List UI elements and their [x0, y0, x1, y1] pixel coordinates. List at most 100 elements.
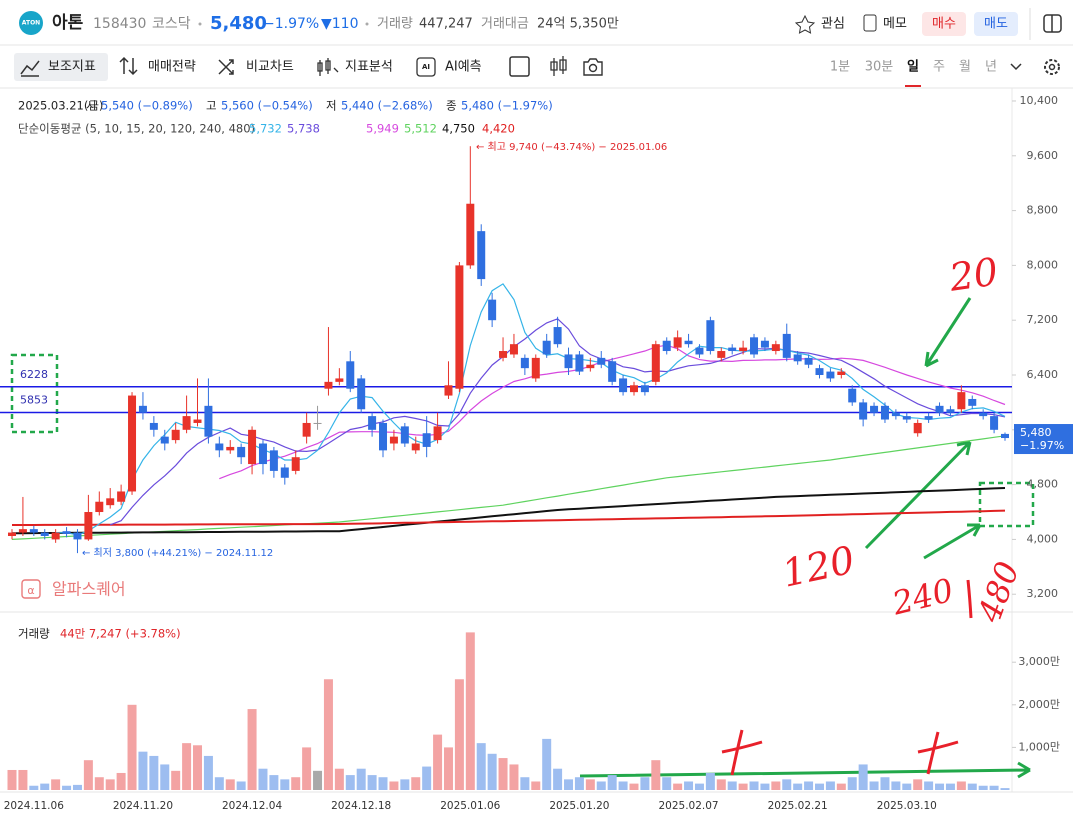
sell-button[interactable] [974, 12, 1018, 36]
candle-body [444, 385, 453, 396]
candle-body [728, 347, 737, 352]
change-pct: −1.97% [263, 16, 319, 32]
memo-icon[interactable] [863, 14, 877, 32]
sell-text[interactable]: 매도 [984, 17, 1008, 32]
candle-body [717, 351, 726, 358]
candle-body [357, 378, 366, 410]
volume-bar [378, 777, 388, 790]
candle-body [1001, 433, 1009, 439]
candle-body [520, 357, 529, 369]
candle-body [237, 446, 246, 458]
candle-body [935, 405, 944, 413]
candle-body [73, 532, 82, 540]
volume-bar [716, 779, 726, 790]
ohlc-value: 5,540 (−0.89%) [101, 99, 193, 113]
volume-bar [116, 772, 126, 790]
tool-button[interactable]: 보조지표 [48, 60, 96, 75]
period-button[interactable]: 일 [907, 60, 919, 75]
volume-bar [564, 779, 574, 790]
volume-bar [487, 753, 497, 790]
ma-legend-value: 5,732 [249, 122, 282, 136]
candle-body [706, 320, 715, 352]
candle-body [793, 354, 802, 362]
volume: 447,247 [419, 17, 473, 32]
volume-bar [356, 768, 366, 790]
volume-bar [225, 779, 235, 790]
candle-body [477, 231, 486, 280]
volume-bar [782, 779, 792, 790]
volume-bar [476, 743, 486, 790]
candle-body [629, 385, 638, 393]
candle-body [433, 426, 442, 441]
dot [198, 22, 202, 26]
candle-body [673, 337, 682, 348]
change: ▼110 [321, 16, 359, 32]
candle-body [29, 529, 38, 533]
volume-bar [193, 745, 203, 790]
volume-bar [978, 785, 988, 790]
candle-body [117, 491, 126, 502]
star-icon[interactable] [794, 14, 816, 34]
volume-bar [51, 779, 61, 790]
candle-body [695, 347, 704, 355]
volume-bar [771, 781, 781, 790]
ma-line [11, 435, 1006, 540]
period-button[interactable]: 주 [933, 60, 945, 75]
tool-icon [119, 56, 138, 76]
tool-icon [218, 59, 234, 75]
volume-bar [149, 755, 159, 790]
candle-body [990, 416, 999, 430]
period-button[interactable]: 년 [985, 60, 997, 75]
period-button[interactable]: 1분 [830, 60, 850, 75]
tool-button[interactable]: 비교차트 [246, 60, 294, 75]
volume-tick-label: 2,000만 [1018, 698, 1060, 711]
buy-text[interactable]: 매수 [932, 17, 956, 32]
candle-body [891, 412, 900, 417]
volume-bar [138, 751, 148, 790]
ohlc-value: 5,480 (−1.97%) [461, 99, 553, 113]
low-note: ← 최저 3,800 (+44.21%) − 2024.11.12 [82, 547, 273, 559]
tool-button[interactable]: AI예측 [445, 60, 482, 75]
candle-body [848, 388, 857, 403]
market: 코스닥 [152, 16, 191, 32]
volume-bar [29, 785, 39, 790]
volume-bar [291, 777, 301, 790]
volume-bar [7, 769, 17, 790]
candle-body [18, 529, 27, 533]
ohlc-label: 고 [206, 99, 217, 113]
memo-button[interactable]: 메모 [883, 17, 907, 32]
watch-button[interactable]: 관심 [821, 17, 845, 32]
candle-body [368, 416, 377, 430]
volume-bar [989, 785, 999, 790]
candle-body [979, 412, 988, 417]
y-tick-label: 4,800 [1027, 478, 1059, 491]
rect-tool[interactable] [509, 56, 530, 77]
tool-icon [20, 60, 40, 77]
settings-icon[interactable] [1044, 59, 1060, 75]
tool-button[interactable]: 매매전략 [148, 60, 196, 75]
period-button[interactable]: 월 [959, 60, 971, 75]
y-tick-label: 8,000 [1027, 258, 1059, 271]
buy-button[interactable] [922, 12, 966, 36]
period-button[interactable]: 30분 [865, 60, 894, 75]
candle-body [499, 351, 508, 358]
volume-bar [705, 772, 715, 790]
volume-bar [673, 783, 683, 790]
volume-bar [203, 755, 213, 790]
tool-button[interactable]: 지표분석 [345, 60, 393, 75]
ai-icon: AI [422, 63, 430, 71]
camera-tool[interactable] [583, 58, 603, 76]
level-label: 5853 [20, 393, 48, 406]
candle-body [193, 419, 202, 423]
x-tick-label: 2025.01.06 [440, 800, 500, 812]
candle-body [575, 354, 584, 372]
x-tick-label: 2025.01.20 [549, 800, 609, 812]
volume-bar [520, 777, 530, 790]
candle-body [160, 436, 169, 444]
volume-bar [793, 783, 803, 790]
chevron[interactable] [1010, 63, 1022, 71]
candle-tool[interactable] [550, 56, 567, 76]
amount: 24억 5,350만 [537, 17, 619, 32]
x-tick-label: 2025.02.21 [768, 800, 828, 812]
volume-bar [62, 785, 72, 790]
